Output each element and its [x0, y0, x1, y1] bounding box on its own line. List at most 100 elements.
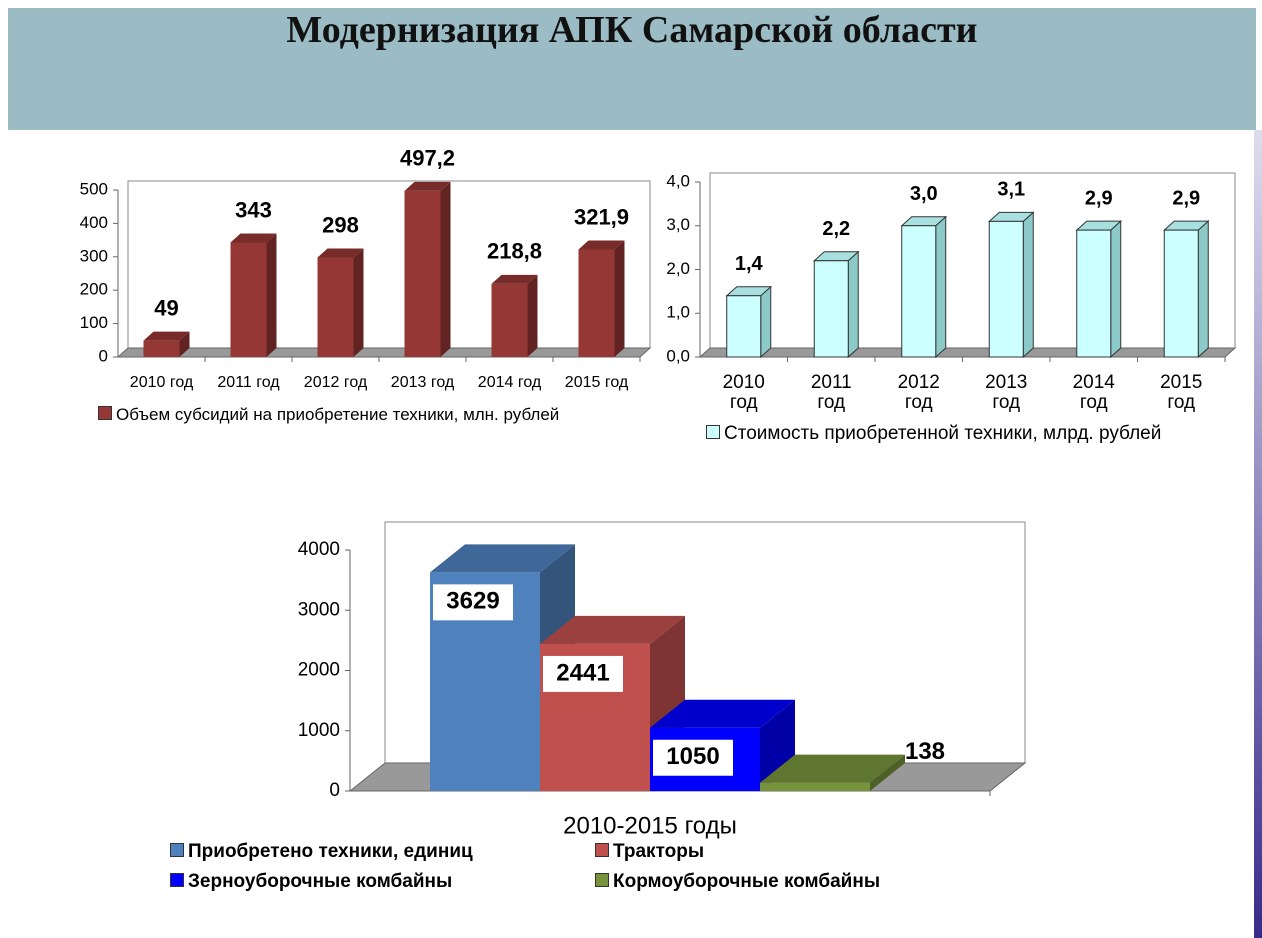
x-tick-label: 2012 год	[304, 374, 368, 391]
legend-item: Объем субсидий на приобретение техники, …	[98, 404, 658, 425]
legend-swatch	[595, 872, 609, 887]
plot-floor	[116, 347, 652, 358]
legend-label: Кормоуборочные комбайны	[613, 870, 881, 892]
value-label: 3,0	[910, 183, 938, 205]
y-tick-label: 3000	[298, 599, 340, 620]
x-tick-label: 2010-2015 годы	[563, 812, 737, 839]
bar	[813, 260, 849, 358]
y-tick-label: 3,0	[666, 215, 690, 234]
bar-side	[1110, 220, 1122, 359]
bar-side	[1022, 211, 1034, 359]
legend-swatch	[595, 843, 609, 857]
bar	[404, 190, 441, 357]
x-tick-label: 2015 год	[1160, 372, 1203, 413]
bar	[901, 225, 937, 358]
bar-top	[404, 181, 451, 191]
x-tick-label: 2011 год	[810, 372, 852, 413]
bar-side	[527, 274, 538, 357]
y-tick-label: 200	[80, 280, 108, 299]
bar-top	[491, 274, 538, 284]
legend-swatch	[98, 406, 112, 420]
value-label: 2,2	[822, 218, 850, 240]
y-tick-label: 300	[80, 246, 108, 265]
legend-item: Кормоуборочные комбайны	[595, 870, 1020, 894]
bar-side	[353, 248, 364, 357]
x-tick-label: 2014 год	[1072, 372, 1115, 413]
value-label: 2,9	[1085, 187, 1113, 209]
header: Модернизация АПК Самарской области	[8, 8, 1256, 130]
bar-top	[578, 240, 625, 250]
x-tick-label: 2010 год	[130, 374, 194, 391]
bar-top	[650, 699, 795, 728]
legend-item: Тракторы	[595, 840, 1020, 864]
bar-top	[430, 544, 575, 573]
value-label: 2,9	[1172, 187, 1200, 209]
y-tick-label: 4,0	[666, 171, 690, 190]
value-label: 1050	[666, 743, 719, 770]
value-label-box	[653, 739, 733, 776]
bar-side	[440, 181, 451, 357]
value-label: 321,9	[574, 204, 629, 229]
bar	[726, 295, 762, 358]
legend-item: Приобретено техники, единиц	[170, 840, 595, 864]
bar	[1076, 229, 1112, 358]
bar	[230, 242, 267, 357]
legend-label: Объем субсидий на приобретение техники, …	[116, 405, 560, 424]
value-label-box	[543, 655, 623, 692]
y-tick-label: 0	[99, 346, 108, 365]
y-tick-label: 400	[80, 213, 108, 232]
legend-label: Зерноуборочные комбайны	[188, 870, 453, 892]
x-tick-label: 2011 год	[217, 374, 280, 391]
page-title: Модернизация АПК Самарской области	[286, 9, 978, 51]
bar-top	[760, 754, 905, 783]
y-tick-label: 100	[80, 313, 108, 332]
x-tick-label: 2012 год	[897, 372, 940, 413]
x-tick-label: 2014 год	[478, 374, 542, 391]
bar	[491, 283, 528, 357]
value-label: 49	[154, 295, 178, 320]
value-label: 3629	[446, 588, 499, 615]
bar-side	[614, 240, 625, 357]
legend-item: Зерноуборочные комбайны	[170, 870, 595, 894]
plot-wall	[709, 172, 1236, 349]
y-tick-label: 0	[329, 780, 340, 801]
bar-side	[847, 250, 859, 359]
y-tick-label: 2000	[298, 660, 340, 681]
bar-side	[1197, 220, 1209, 359]
x-tick-label: 2010 год	[722, 372, 765, 413]
legend: Приобретено техники, единиц Тракторы Зерно…	[170, 840, 1020, 894]
plot-floor	[698, 347, 1237, 358]
y-tick-label: 0,0	[666, 346, 690, 365]
y-tick-label: 2,0	[666, 259, 690, 278]
plot-wall	[127, 180, 651, 349]
legend-label: Тракторы	[613, 841, 705, 862]
y-tick-label: 500	[80, 179, 108, 198]
bar	[578, 249, 615, 357]
legend-swatch	[170, 843, 184, 857]
bar-top	[143, 331, 190, 341]
value-label: 2441	[556, 659, 609, 686]
legend-swatch	[170, 872, 184, 887]
value-label: 298	[322, 212, 359, 237]
value-label-box	[433, 584, 513, 621]
bar	[988, 220, 1024, 358]
legend: Объем субсидий на приобретение техники, …	[98, 404, 658, 425]
y-tick-label: 4000	[298, 539, 340, 560]
bar	[760, 782, 870, 791]
legend-label: Приобретено техники, единиц	[188, 841, 473, 862]
bar-side	[266, 233, 277, 357]
edge-decoration	[1254, 130, 1262, 938]
value-label: 497,2	[400, 146, 455, 171]
value-label: 218,8	[487, 239, 542, 264]
bar	[143, 340, 180, 357]
bar-top	[540, 615, 685, 644]
bar-side	[870, 754, 905, 791]
value-label: 1,4	[735, 253, 764, 275]
legend-item: Стоимость приобретенной техники, млрд. р…	[706, 422, 1226, 446]
bar-top	[317, 248, 364, 258]
value-label: 3,1	[997, 179, 1025, 201]
bar	[1163, 229, 1199, 358]
bar-side	[179, 331, 190, 357]
